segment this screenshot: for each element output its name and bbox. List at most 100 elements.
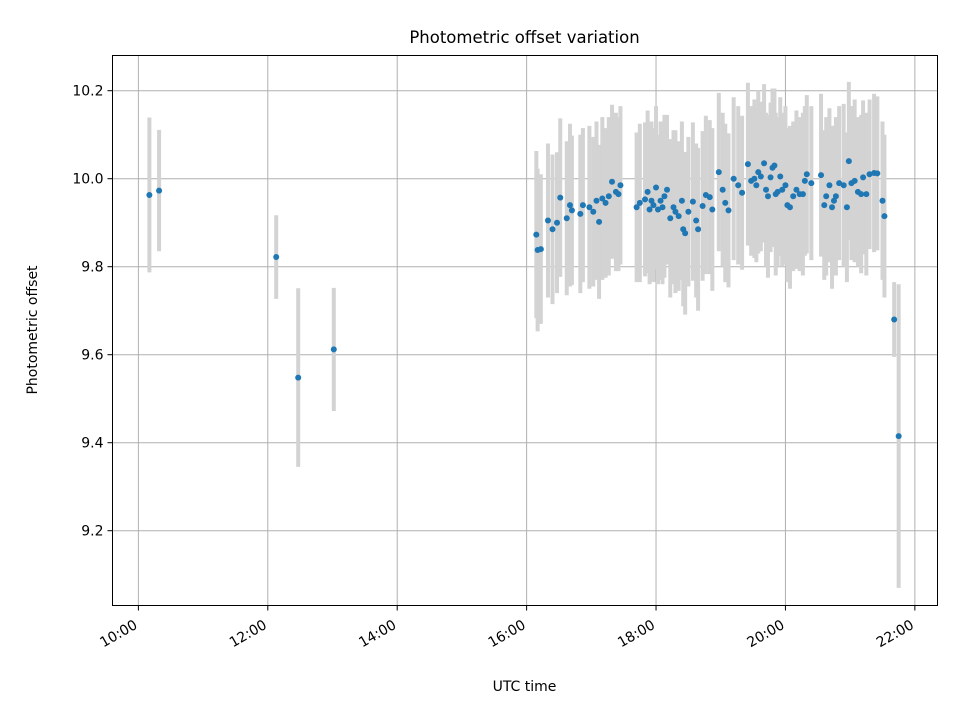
data-point — [675, 213, 682, 220]
data-point — [755, 169, 762, 176]
data-point — [609, 178, 616, 185]
data-point — [636, 199, 643, 206]
data-point — [735, 182, 742, 189]
data-point — [602, 199, 609, 206]
y-tick-label: 9.4 — [81, 436, 103, 452]
data-point — [689, 198, 696, 205]
data-point — [685, 208, 692, 215]
data-point — [866, 171, 873, 178]
data-point — [706, 194, 713, 201]
y-axis-label: Photometric offset — [25, 265, 41, 395]
data-point — [858, 191, 865, 198]
y-tick-label: 10.2 — [72, 84, 103, 100]
data-point — [821, 202, 828, 209]
data-point — [725, 207, 732, 214]
y-axis-ticks: 9.2 9.4 9.6 9.8 10.0 10.2 — [72, 84, 113, 540]
data-point — [273, 254, 280, 261]
data-point — [739, 189, 746, 196]
data-point — [836, 180, 843, 187]
data-point — [829, 204, 836, 211]
data-point — [715, 169, 722, 176]
data-point — [617, 182, 624, 189]
data-point — [593, 197, 600, 204]
data-point — [330, 346, 337, 353]
data-point — [860, 174, 867, 181]
data-point — [146, 191, 153, 198]
data-point — [633, 204, 640, 211]
data-point — [554, 219, 561, 226]
data-point — [744, 161, 751, 168]
data-point — [657, 197, 664, 204]
data-point — [751, 175, 758, 182]
data-point — [757, 173, 764, 180]
data-point — [659, 204, 666, 211]
data-point — [537, 246, 544, 253]
data-point — [664, 186, 671, 193]
y-tick-label: 9.8 — [81, 260, 103, 276]
data-point — [568, 207, 575, 214]
data-point — [596, 218, 603, 225]
y-tick-label: 10.0 — [72, 172, 103, 188]
data-point — [722, 199, 729, 206]
data-point — [874, 170, 881, 177]
data-point — [863, 191, 870, 198]
data-point — [777, 173, 784, 180]
data-point — [808, 180, 815, 187]
data-point — [764, 193, 771, 200]
data-point — [615, 191, 622, 198]
data-point — [801, 177, 808, 184]
data-point — [563, 215, 570, 222]
data-point — [891, 316, 898, 323]
data-point — [667, 215, 674, 222]
data-point — [895, 433, 902, 440]
data-point — [719, 186, 726, 193]
data-point — [730, 175, 737, 182]
data-point — [774, 188, 781, 195]
data-point — [763, 186, 770, 193]
data-point — [682, 230, 689, 237]
data-point — [779, 186, 786, 193]
data-point — [771, 162, 778, 169]
data-point — [793, 186, 800, 193]
data-point — [654, 206, 661, 213]
data-point — [644, 188, 651, 195]
data-point — [843, 204, 850, 211]
x-axis-label: UTC time — [493, 679, 557, 695]
data-point — [579, 202, 586, 209]
data-point — [678, 197, 685, 204]
data-point — [803, 171, 810, 178]
data-point — [653, 184, 660, 191]
data-point — [650, 202, 657, 209]
data-point — [826, 182, 833, 189]
data-point — [845, 158, 852, 165]
data-point — [642, 196, 649, 203]
data-point — [557, 194, 564, 201]
data-point — [646, 206, 653, 213]
data-point — [799, 191, 806, 198]
data-point — [566, 202, 573, 209]
data-points — [146, 158, 902, 440]
data-point — [823, 193, 830, 200]
data-point — [761, 160, 768, 167]
chart-title: Photometric offset variation — [409, 28, 639, 47]
data-point — [672, 208, 679, 215]
data-point — [549, 226, 556, 233]
data-point — [599, 195, 606, 202]
data-point — [832, 193, 839, 200]
data-point — [767, 174, 774, 181]
data-point — [881, 213, 888, 220]
data-point — [693, 217, 700, 224]
data-point — [782, 182, 789, 189]
data-point — [590, 208, 597, 215]
data-point — [661, 193, 668, 200]
y-tick-label: 9.2 — [81, 524, 103, 540]
data-point — [699, 202, 706, 209]
data-point — [533, 231, 540, 238]
data-point — [586, 204, 593, 211]
data-point — [790, 193, 797, 200]
data-point — [156, 187, 163, 194]
data-point — [851, 177, 858, 184]
data-point — [577, 210, 584, 217]
